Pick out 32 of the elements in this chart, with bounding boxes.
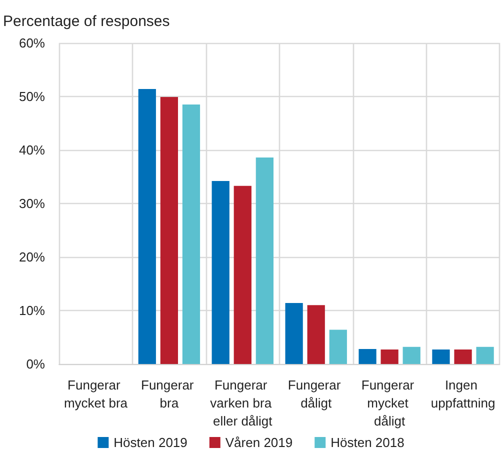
x-tick-label: Fungerar dåligt: [288, 378, 344, 410]
y-tick-label: 50%: [18, 89, 46, 104]
bar: [256, 157, 274, 364]
bar: [160, 97, 178, 364]
x-tick-label: Fungerar mycket dåligt: [361, 378, 418, 428]
y-tick-label: 60%: [18, 36, 46, 50]
bar: [138, 89, 156, 364]
bar: [380, 350, 398, 364]
bar: [358, 349, 376, 364]
bar: [476, 346, 494, 364]
x-tick-label: Fungerar bra: [141, 378, 198, 410]
y-axis-title: Percentage of responses: [3, 13, 170, 30]
y-tick-label: 40%: [18, 142, 46, 158]
bar: [329, 330, 347, 364]
bar: [402, 346, 420, 364]
bar: [454, 350, 472, 364]
legend-label: Hösten 2018: [330, 435, 404, 450]
y-tick-label: 10%: [18, 303, 46, 318]
legend-label: Hösten 2019: [114, 435, 188, 450]
x-tick-label: Fungerar varken bra eller dåligt: [210, 378, 276, 428]
y-tick-label: 30%: [18, 196, 46, 211]
legend-label: Våren 2019: [225, 435, 293, 450]
x-tick-label: Ingen uppfattning: [430, 378, 496, 410]
bar: [307, 305, 325, 364]
bar: [432, 350, 450, 364]
bar: [182, 104, 200, 364]
y-tick-label: 0%: [26, 356, 46, 372]
x-tick-label: Fungerar mycket bra: [64, 378, 128, 410]
y-tick-label: 20%: [18, 250, 46, 264]
bar: [234, 186, 252, 364]
bar: [285, 303, 303, 364]
bar: [212, 181, 230, 364]
